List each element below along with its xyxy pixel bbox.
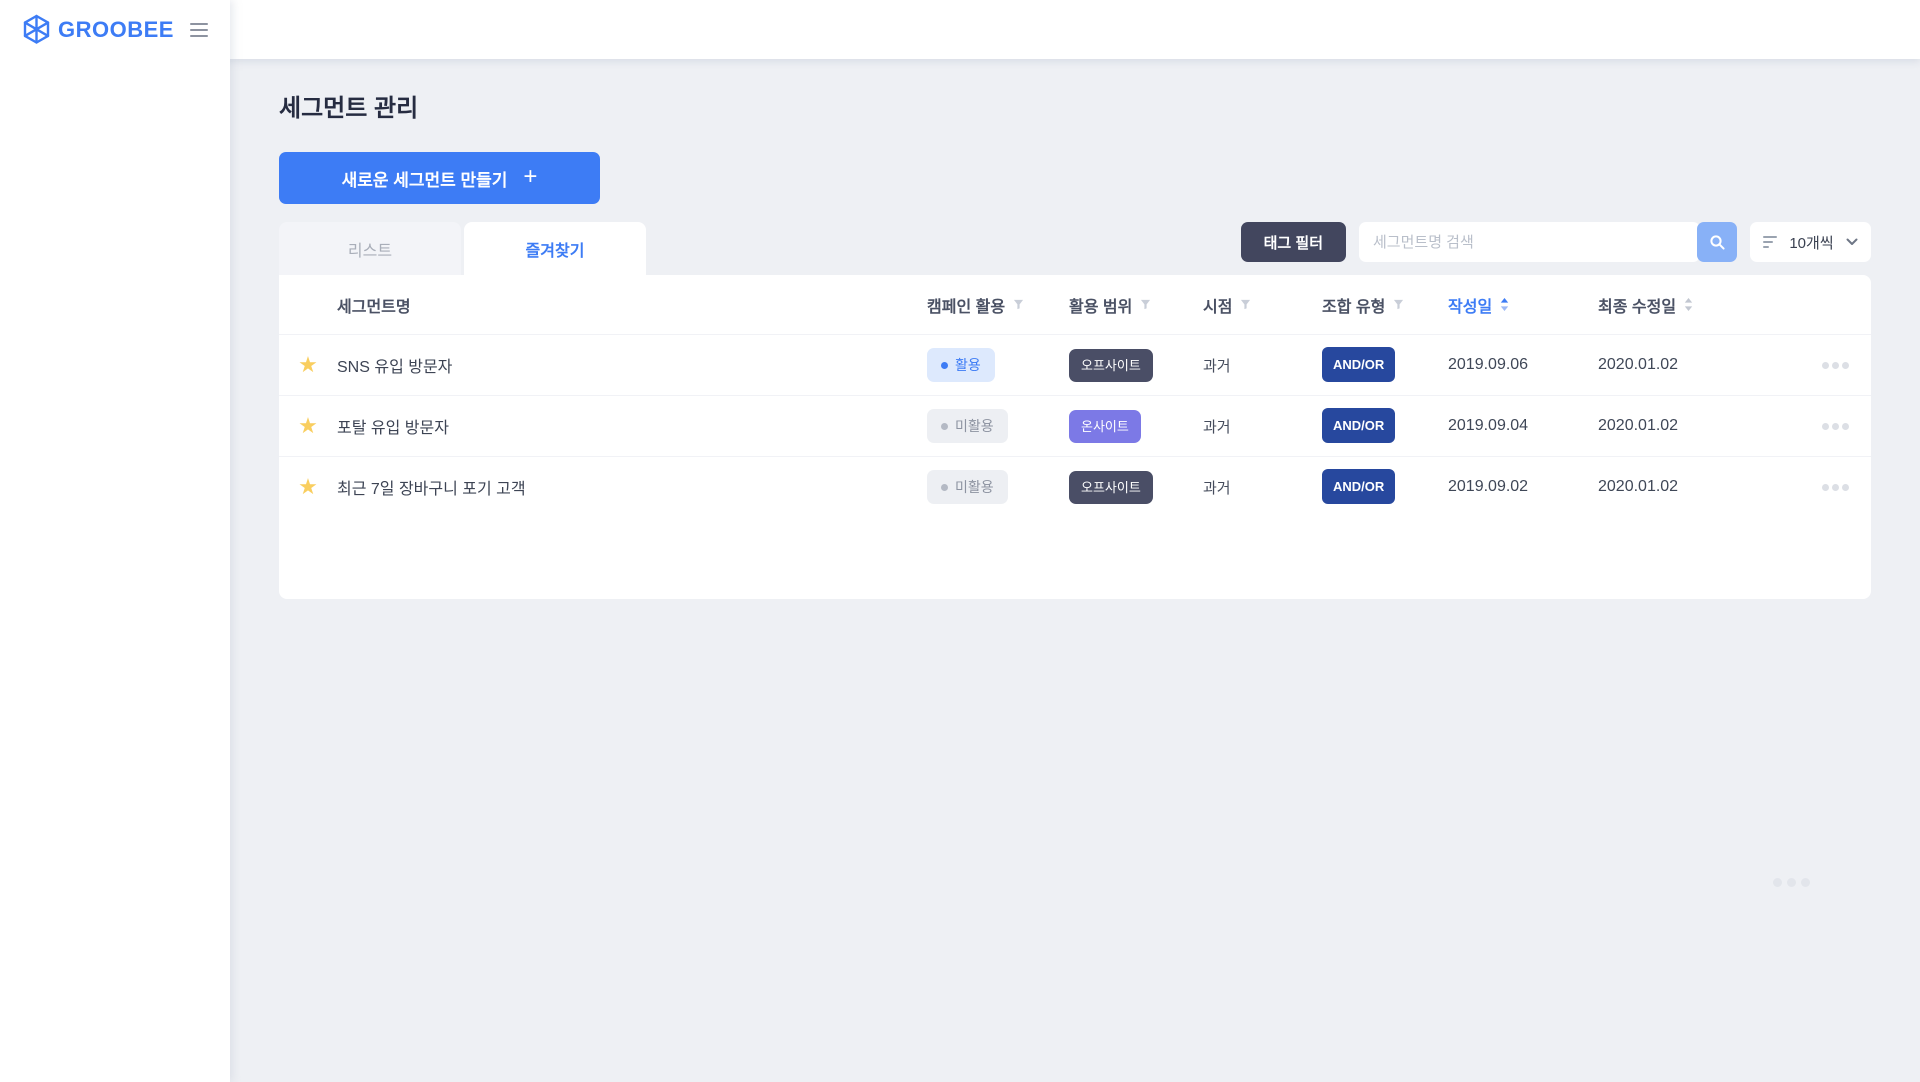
row-menu-icon[interactable] — [1820, 478, 1851, 497]
combo-type-badge: AND/OR — [1322, 347, 1396, 382]
scope-badge: 온사이트 — [1069, 409, 1141, 443]
table-row[interactable]: ★ SNS 유입 방문자 활용 오프사이트 과거 AND/OR 2019.09.… — [279, 334, 1871, 395]
filter-icon — [1241, 299, 1251, 310]
tab-list[interactable]: 리스트 — [279, 222, 461, 275]
sort-arrows-icon — [1500, 298, 1509, 311]
create-segment-label: 새로운 세그먼트 만들기 — [341, 170, 508, 190]
logo-wordmark: GROOBEE — [58, 16, 174, 42]
time-value: 과거 — [1203, 418, 1231, 436]
create-segment-button[interactable]: 새로운 세그먼트 만들기 + — [279, 152, 600, 204]
column-header-scope[interactable]: 활용 범위 — [1069, 293, 1151, 317]
campaign-usage-label: 활용 — [955, 357, 981, 373]
time-value: 과거 — [1203, 479, 1231, 497]
combo-type-badge: AND/OR — [1322, 469, 1396, 504]
column-header-time-label: 시점 — [1203, 298, 1233, 316]
groobee-logo[interactable]: GROOBEE — [22, 14, 174, 45]
top-bar — [0, 0, 1920, 59]
favorite-star-icon[interactable]: ★ — [298, 352, 318, 377]
created-date: 2019.09.06 — [1448, 356, 1529, 373]
chevron-down-icon — [1846, 238, 1858, 245]
scope-badge: 오프사이트 — [1069, 348, 1153, 382]
campaign-usage-badge: 미활용 — [927, 470, 1008, 504]
plus-icon: + — [523, 163, 538, 190]
status-dot — [941, 361, 948, 369]
campaign-usage-label: 미활용 — [955, 418, 994, 434]
campaign-usage-badge: 활용 — [927, 348, 995, 382]
tab-favorites-label: 즐겨찾기 — [525, 242, 585, 260]
table-row[interactable]: ★ 포탈 유입 방문자 미활용 온사이트 과거 AND/OR 2019.09.0… — [279, 395, 1871, 456]
column-header-time[interactable]: 시점 — [1203, 293, 1251, 317]
created-date: 2019.09.02 — [1448, 478, 1529, 495]
page-size-select[interactable]: 10개씩 — [1750, 222, 1871, 262]
column-header-combo-label: 조합 유형 — [1322, 298, 1386, 316]
time-value: 과거 — [1203, 357, 1231, 375]
tag-filter-button[interactable]: 태그 필터 — [1240, 222, 1346, 262]
segment-name: SNS 유입 방문자 — [337, 359, 453, 376]
page-size-value: 10개씩 — [1789, 234, 1834, 252]
modified-date: 2020.01.02 — [1598, 417, 1679, 434]
loading-dots-icon — [1773, 878, 1810, 887]
scope-badge: 오프사이트 — [1069, 470, 1153, 504]
tab-list-label: 리스트 — [347, 242, 393, 260]
sort-lines-icon — [1763, 236, 1777, 248]
search-button[interactable] — [1697, 222, 1737, 262]
main-content: 세그먼트 관리 새로운 세그먼트 만들기 + 리스트 즐겨찾기 태그 필터 — [230, 59, 1920, 887]
modified-date: 2020.01.02 — [1598, 478, 1679, 495]
status-dot — [941, 422, 948, 430]
column-header-campaign[interactable]: 캠페인 활용 — [927, 293, 1024, 317]
table-header-row: 세그먼트명 캠페인 활용 활용 범위 시점 — [279, 275, 1871, 334]
column-header-created[interactable]: 작성일 — [1448, 293, 1509, 317]
row-menu-icon[interactable] — [1820, 417, 1851, 436]
segment-name: 포탈 유입 방문자 — [337, 420, 449, 437]
sidebar: GROOBEE — [0, 0, 230, 1082]
hexagon-logo-icon — [23, 14, 50, 44]
column-header-created-label: 작성일 — [1448, 298, 1493, 316]
menu-icon[interactable] — [188, 19, 210, 41]
column-header-name: 세그먼트명 — [337, 298, 411, 316]
column-header-campaign-label: 캠페인 활용 — [927, 298, 1006, 316]
column-header-modified-label: 최종 수정일 — [1598, 298, 1677, 316]
toolbar: 리스트 즐겨찾기 태그 필터 10개씩 — [279, 222, 1871, 275]
filter-icon — [1394, 299, 1404, 310]
status-dot — [941, 483, 948, 491]
search-bar — [1359, 222, 1737, 262]
column-header-modified[interactable]: 최종 수정일 — [1598, 293, 1693, 317]
sort-arrows-icon — [1684, 298, 1693, 311]
table-row[interactable]: ★ 최근 7일 장바구니 포기 고객 미활용 오프사이트 과거 AND/OR 2… — [279, 456, 1871, 517]
modified-date: 2020.01.02 — [1598, 356, 1679, 373]
favorite-star-icon[interactable]: ★ — [298, 413, 318, 438]
column-header-scope-label: 활용 범위 — [1069, 298, 1133, 316]
segment-table: 세그먼트명 캠페인 활용 활용 범위 시점 — [279, 275, 1871, 599]
tab-favorites[interactable]: 즐겨찾기 — [464, 222, 646, 275]
row-menu-icon[interactable] — [1820, 356, 1851, 375]
toolbar-right: 태그 필터 10개씩 — [1240, 222, 1871, 262]
combo-type-badge: AND/OR — [1322, 408, 1396, 443]
tab-bar: 리스트 즐겨찾기 — [279, 222, 1871, 275]
search-icon — [1709, 234, 1725, 250]
campaign-usage-label: 미활용 — [955, 479, 994, 495]
column-header-combo[interactable]: 조합 유형 — [1322, 293, 1404, 317]
campaign-usage-badge: 미활용 — [927, 409, 1008, 443]
page-title: 세그먼트 관리 — [279, 95, 419, 122]
favorite-star-icon[interactable]: ★ — [298, 474, 318, 499]
filter-icon — [1013, 299, 1024, 310]
search-input[interactable] — [1359, 222, 1700, 262]
segment-name: 최근 7일 장바구니 포기 고객 — [337, 481, 526, 498]
filter-icon — [1141, 299, 1151, 310]
created-date: 2019.09.04 — [1448, 417, 1529, 434]
